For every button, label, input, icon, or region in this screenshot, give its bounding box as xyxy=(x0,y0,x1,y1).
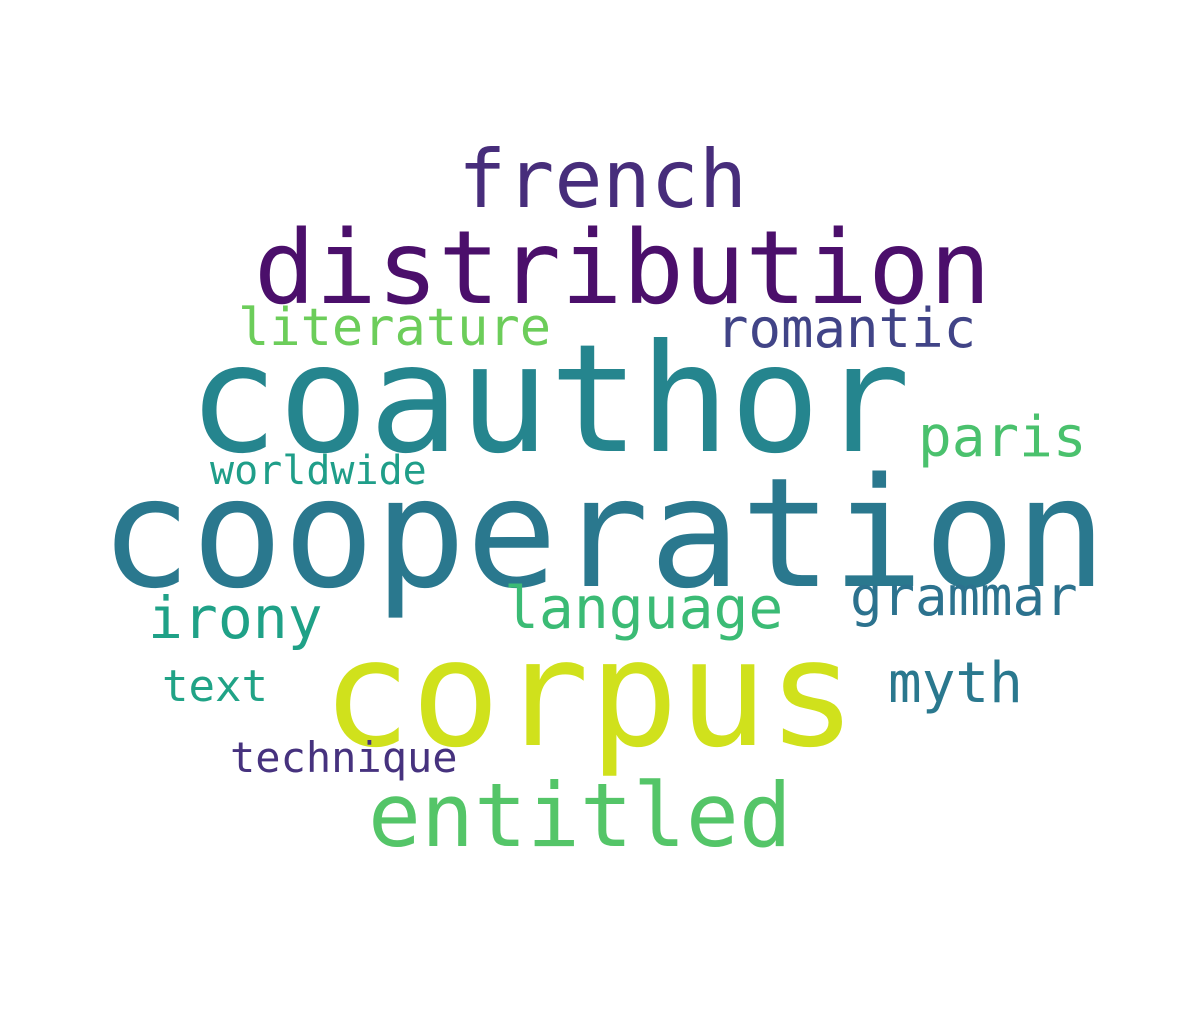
word-technique: technique xyxy=(230,733,458,782)
word-paris: paris xyxy=(918,405,1087,470)
word-distribution: distribution xyxy=(254,209,991,328)
word-entitled: entitled xyxy=(368,764,792,867)
word-grammar: grammar xyxy=(850,565,1078,628)
word-corpus: corpus xyxy=(322,608,857,780)
word-literature: literature xyxy=(238,298,552,358)
word-text: text xyxy=(162,661,268,712)
word-french: french xyxy=(458,133,747,226)
word-romantic: romantic xyxy=(716,297,977,360)
word-language: language xyxy=(504,574,784,642)
word-coauthor: coauthor xyxy=(188,313,911,487)
word-myth: myth xyxy=(888,651,1023,716)
word-cooperation: cooperation xyxy=(100,445,1107,622)
word-worldwide: worldwide xyxy=(210,448,427,494)
word-irony: irony xyxy=(148,584,323,652)
